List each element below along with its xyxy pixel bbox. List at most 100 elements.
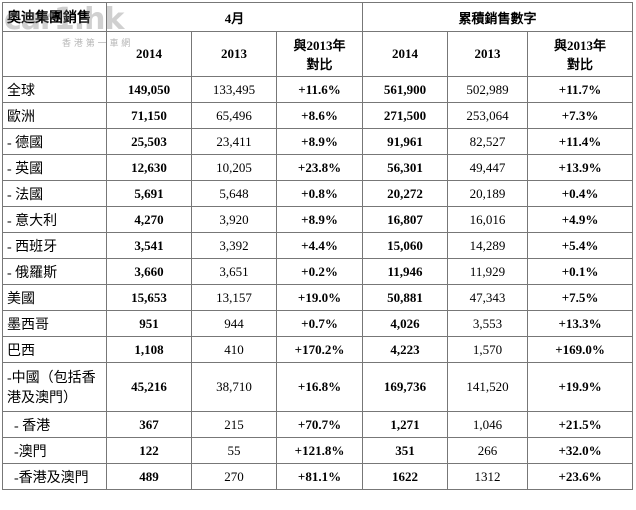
cell: 25,503	[106, 128, 192, 155]
empty-cell	[2, 31, 107, 77]
data-row: - 香港 367 215 +70.7% 1,271 1,046 +21.5%	[2, 411, 634, 438]
cell: +70.7%	[275, 411, 364, 438]
cell: 141,520	[447, 362, 529, 412]
cell: 951	[106, 310, 192, 337]
data-row: 全球 149,050 133,495 +11.6% 561,900 502,989 +11.…	[2, 76, 634, 103]
cell: +8.9%	[275, 128, 364, 155]
cell: 133,495	[191, 76, 277, 103]
row-label: -香港及澳門	[2, 463, 107, 490]
cell: +11.6%	[275, 76, 364, 103]
data-row: 墨西哥 951 944 +0.7% 4,026 3,553 +13.3%	[2, 310, 634, 337]
cell: 3,920	[191, 206, 277, 233]
data-row: - 法國 5,691 5,648 +0.8% 20,272 20,189 +0.4%	[2, 180, 634, 207]
cell: 3,392	[191, 232, 277, 259]
cell: +121.8%	[275, 437, 364, 464]
data-row: - 德國 25,503 23,411 +8.9% 91,961 82,527 +11.4%	[2, 128, 634, 155]
cell: 5,648	[191, 180, 277, 207]
cell: 215	[191, 411, 277, 438]
cell: +16.8%	[275, 362, 364, 412]
cell: 410	[191, 336, 277, 363]
data-row: -中國（包括香港及澳門） 45,216 38,710 +16.8% 169,736 141…	[2, 362, 634, 412]
row-label: 全球	[2, 76, 107, 103]
cell: 10,205	[191, 154, 277, 181]
cell: 1,108	[106, 336, 192, 363]
row-label: -中國（包括香港及澳門）	[2, 362, 107, 412]
cell: 367	[106, 411, 192, 438]
cell: +0.8%	[275, 180, 364, 207]
cell: 3,541	[106, 232, 192, 259]
cell: +13.3%	[527, 310, 634, 337]
cell: +19.0%	[275, 284, 364, 311]
cell: +23.6%	[527, 463, 634, 490]
cell: +13.9%	[527, 154, 634, 181]
cell: 502,989	[447, 76, 529, 103]
cell: 16,807	[362, 206, 449, 233]
cell: 1622	[362, 463, 449, 490]
row-label: 美國	[2, 284, 107, 311]
cell: 1312	[447, 463, 529, 490]
cell: 489	[106, 463, 192, 490]
data-row: 美國 15,653 13,157 +19.0% 50,881 47,343 +7.5%	[2, 284, 634, 311]
cell: 271,500	[362, 102, 449, 129]
cell: +0.7%	[275, 310, 364, 337]
cell: 1,046	[447, 411, 529, 438]
group-header: 4月	[105, 2, 364, 32]
cell: 169,736	[362, 362, 449, 412]
cell: 71,150	[106, 102, 192, 129]
cell: 561,900	[362, 76, 449, 103]
data-row: 歐洲 71,150 65,496 +8.6% 271,500 253,064 +7.3%	[2, 102, 634, 129]
column-header: 2013	[191, 31, 277, 77]
cell: 270	[191, 463, 277, 490]
data-row: - 俄羅斯 3,660 3,651 +0.2% 11,946 11,929 +0.1%	[2, 258, 634, 285]
column-header: 2014	[362, 31, 449, 77]
cell: 1,271	[362, 411, 449, 438]
cell: +4.4%	[275, 232, 364, 259]
cell: 16,016	[447, 206, 529, 233]
cell: 4,026	[362, 310, 449, 337]
cell: 55	[191, 437, 277, 464]
header-row: 奧迪集團銷售 4月 累積銷售數字	[2, 2, 634, 32]
cell: 15,653	[106, 284, 192, 311]
column-header: 2014	[106, 31, 192, 77]
column-header: 與2013年 對比	[275, 31, 364, 77]
cell: +0.1%	[527, 258, 634, 285]
cell: 149,050	[106, 76, 192, 103]
cell: +5.4%	[527, 232, 634, 259]
row-label: -澳門	[2, 437, 107, 464]
cell: 20,272	[362, 180, 449, 207]
cell: 47,343	[447, 284, 529, 311]
cell: 3,651	[191, 258, 277, 285]
cell: 23,411	[191, 128, 277, 155]
table-body: 奧迪集團銷售 4月 累積銷售數字 2014 2013 與2013年 對比 2014 201…	[2, 2, 634, 490]
cell: 65,496	[191, 102, 277, 129]
column-header-line: 與2013年	[554, 38, 607, 53]
cell: 1,570	[447, 336, 529, 363]
cell: +11.7%	[527, 76, 634, 103]
row-label: - 香港	[2, 411, 107, 438]
cell: +7.3%	[527, 102, 634, 129]
sales-table: 奧迪集團銷售 4月 累積銷售數字 2014 2013 與2013年 對比 2014 201…	[2, 2, 634, 490]
data-row: 巴西 1,108 410 +170.2% 4,223 1,570 +169.0%	[2, 336, 634, 363]
cell: +23.8%	[275, 154, 364, 181]
cell: 11,929	[447, 258, 529, 285]
cell: 266	[447, 437, 529, 464]
cell: 944	[191, 310, 277, 337]
row-label: - 西班牙	[2, 232, 107, 259]
data-row: -香港及澳門 489 270 +81.1% 1622 1312 +23.6%	[2, 463, 634, 490]
cell: +21.5%	[527, 411, 634, 438]
cell: +8.9%	[275, 206, 364, 233]
cell: 13,157	[191, 284, 277, 311]
cell: +169.0%	[527, 336, 634, 363]
cell: 50,881	[362, 284, 449, 311]
cell: +19.9%	[527, 362, 634, 412]
row-label: - 英國	[2, 154, 107, 181]
subheader-row: 2014 2013 與2013年 對比 2014 2013 與2013年 對比	[2, 31, 634, 77]
cell: +81.1%	[275, 463, 364, 490]
data-row: -澳門 122 55 +121.8% 351 266 +32.0%	[2, 437, 634, 464]
row-label: 歐洲	[2, 102, 107, 129]
cell: 3,553	[447, 310, 529, 337]
cell: 45,216	[106, 362, 192, 412]
cell: 20,189	[447, 180, 529, 207]
cell: 122	[106, 437, 192, 464]
